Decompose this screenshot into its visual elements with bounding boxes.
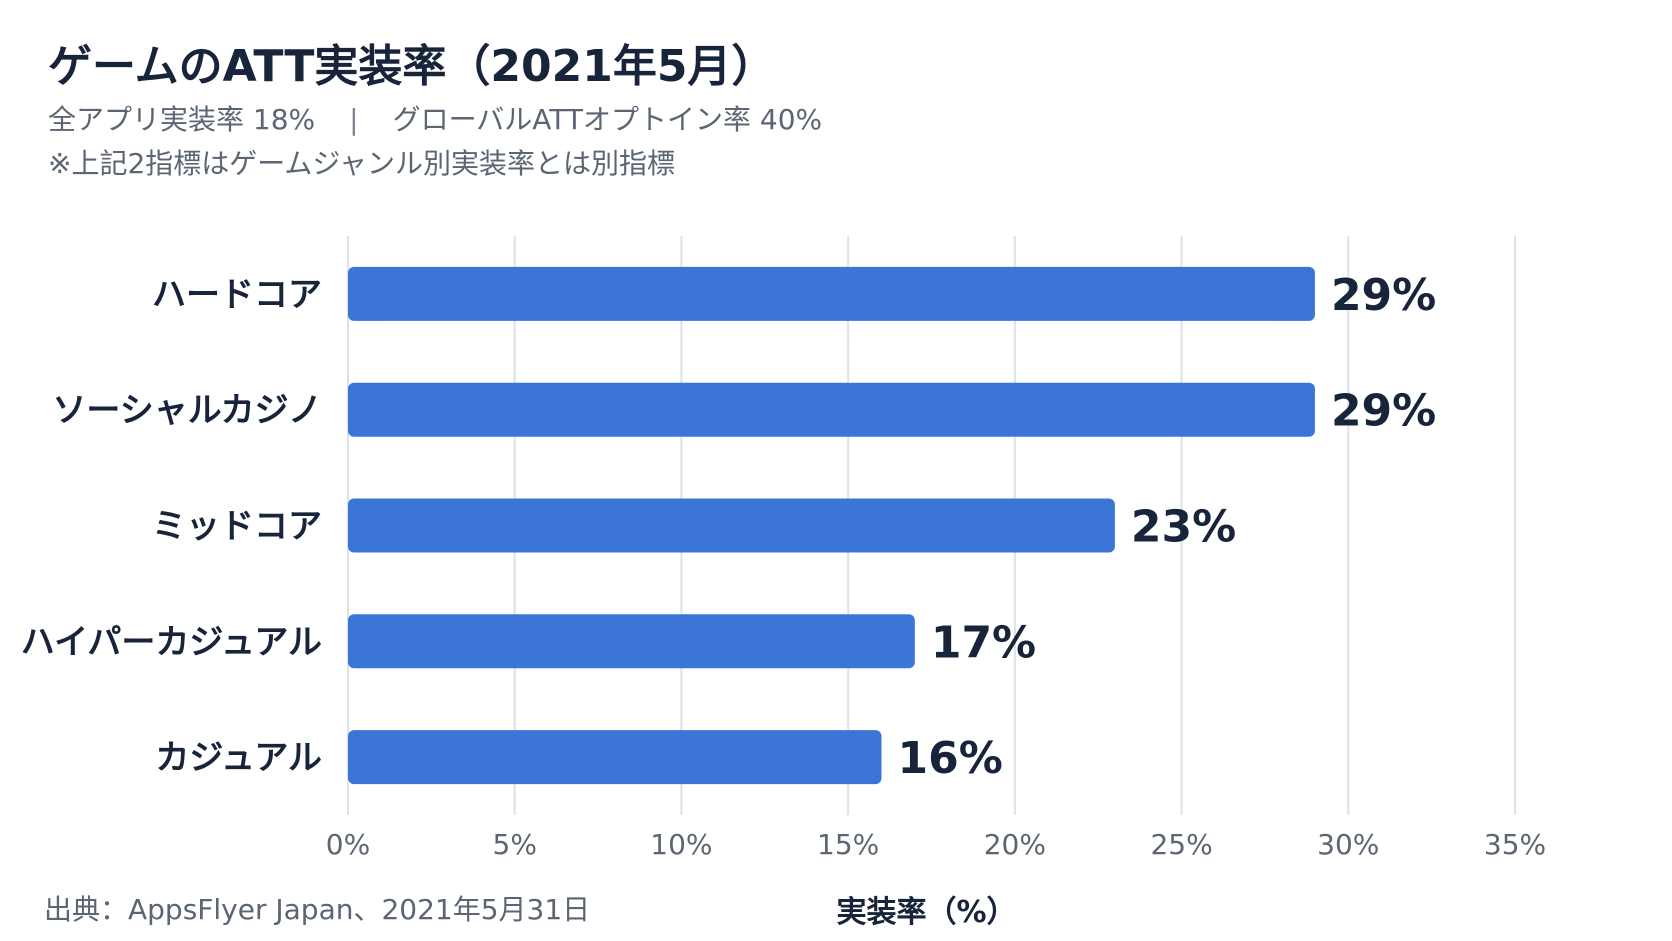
x-tick-labels: 0% 5% 10% 15% 20% 25% 30% 35% — [326, 828, 1546, 861]
bar — [348, 498, 1115, 553]
subtitle-all-apps-rate: 全アプリ実装率 18% — [48, 103, 316, 136]
value-label: 16% — [897, 733, 1002, 784]
subtitle-optin-rate: グローバルATTオプトイン率 40% — [392, 103, 823, 136]
bar — [348, 382, 1315, 437]
subtitle-separator: | — [349, 103, 359, 136]
value-labels: 29% 29% 23% 17% 16% — [897, 270, 1436, 784]
value-label: 29% — [1331, 270, 1436, 321]
bar — [348, 266, 1315, 321]
x-axis-title: 実装率（%） — [836, 895, 1016, 930]
category-label: ハードコア — [152, 275, 322, 315]
chart-title: ゲームのATT実装率（2021年5月） — [48, 41, 776, 92]
category-label: ハイパーカジュアル — [21, 622, 322, 662]
x-tick-label: 5% — [493, 828, 537, 861]
source-credit: 出典：AppsFlyer Japan、2021年5月31日 — [44, 893, 591, 926]
category-label: ミッドコア — [152, 507, 322, 547]
x-tick-label: 0% — [326, 828, 370, 861]
x-tick-label: 15% — [817, 828, 879, 861]
category-label: ソーシャルカジノ — [52, 391, 322, 431]
chart-note: ※上記2指標はゲームジャンル別実装率とは別指標 — [48, 147, 676, 180]
chart-subtitle: 全アプリ実装率 18% | グローバルATTオプトイン率 40% — [48, 98, 822, 138]
x-tick-label: 35% — [1484, 828, 1546, 861]
x-tick-label: 20% — [984, 828, 1046, 861]
value-label: 29% — [1331, 386, 1436, 437]
x-tick-label: 25% — [1150, 828, 1212, 861]
x-tick-label: 10% — [650, 828, 712, 861]
value-label: 23% — [1131, 502, 1236, 553]
bars — [348, 266, 1315, 785]
value-label: 17% — [931, 617, 1036, 668]
bar — [348, 730, 882, 785]
x-tick-label: 30% — [1317, 828, 1379, 861]
category-label: カジュアル — [155, 738, 322, 778]
bar — [348, 614, 915, 669]
